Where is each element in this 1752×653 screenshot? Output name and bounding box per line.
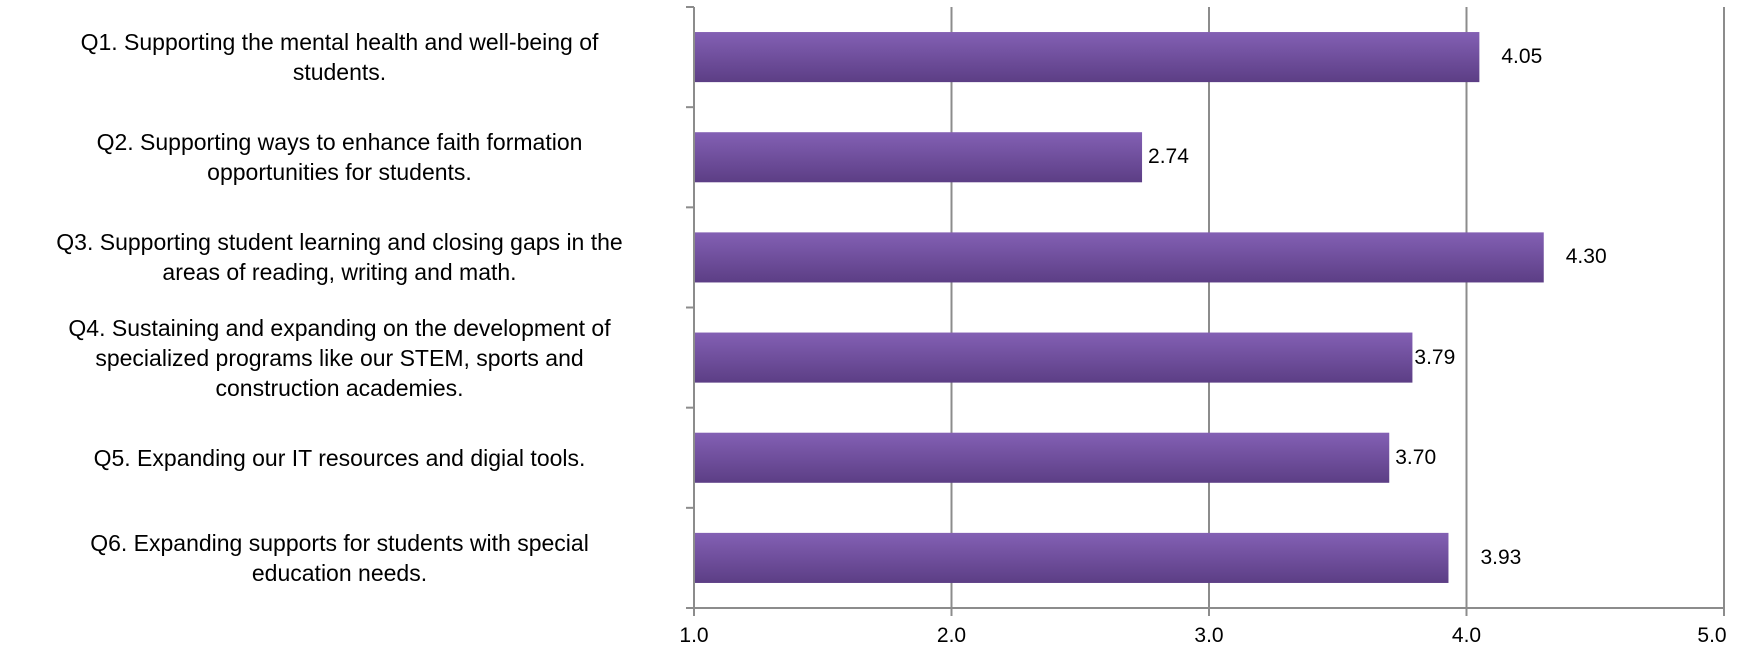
category-label: Q4. Sustaining and expanding on the deve… xyxy=(68,314,611,401)
category-label: Q3. Supporting student learning and clos… xyxy=(56,229,623,286)
axes xyxy=(686,6,1725,616)
category-label: Q2. Supporting ways to enhance faith for… xyxy=(96,129,583,186)
x-tick-label: 4.0 xyxy=(1451,624,1482,647)
x-tick-label: 2.0 xyxy=(936,624,967,647)
category-label: Q5. Expanding our IT resources and digia… xyxy=(93,444,586,471)
bar xyxy=(694,432,1390,483)
gridlines xyxy=(950,7,1725,608)
bars xyxy=(694,32,1544,583)
category-label: Q6. Expanding supports for students with… xyxy=(90,529,589,586)
bar xyxy=(694,232,1544,283)
data-label: 3.93 xyxy=(1480,545,1522,569)
data-label: 3.79 xyxy=(1414,345,1456,369)
x-tick-label: 3.0 xyxy=(1194,624,1224,647)
data-label: 3.70 xyxy=(1395,445,1437,469)
data-label: 4.30 xyxy=(1565,245,1607,269)
bar xyxy=(694,132,1143,183)
bar xyxy=(694,332,1413,383)
data-label: 4.05 xyxy=(1501,45,1543,69)
bar xyxy=(694,532,1449,583)
data-label: 2.74 xyxy=(1148,145,1189,169)
category-label: Q1. Supporting the mental health and wel… xyxy=(80,29,599,86)
x-tick-label: 5.0 xyxy=(1697,624,1727,647)
x-tick-label: 1.0 xyxy=(679,624,709,647)
bar xyxy=(694,32,1480,83)
